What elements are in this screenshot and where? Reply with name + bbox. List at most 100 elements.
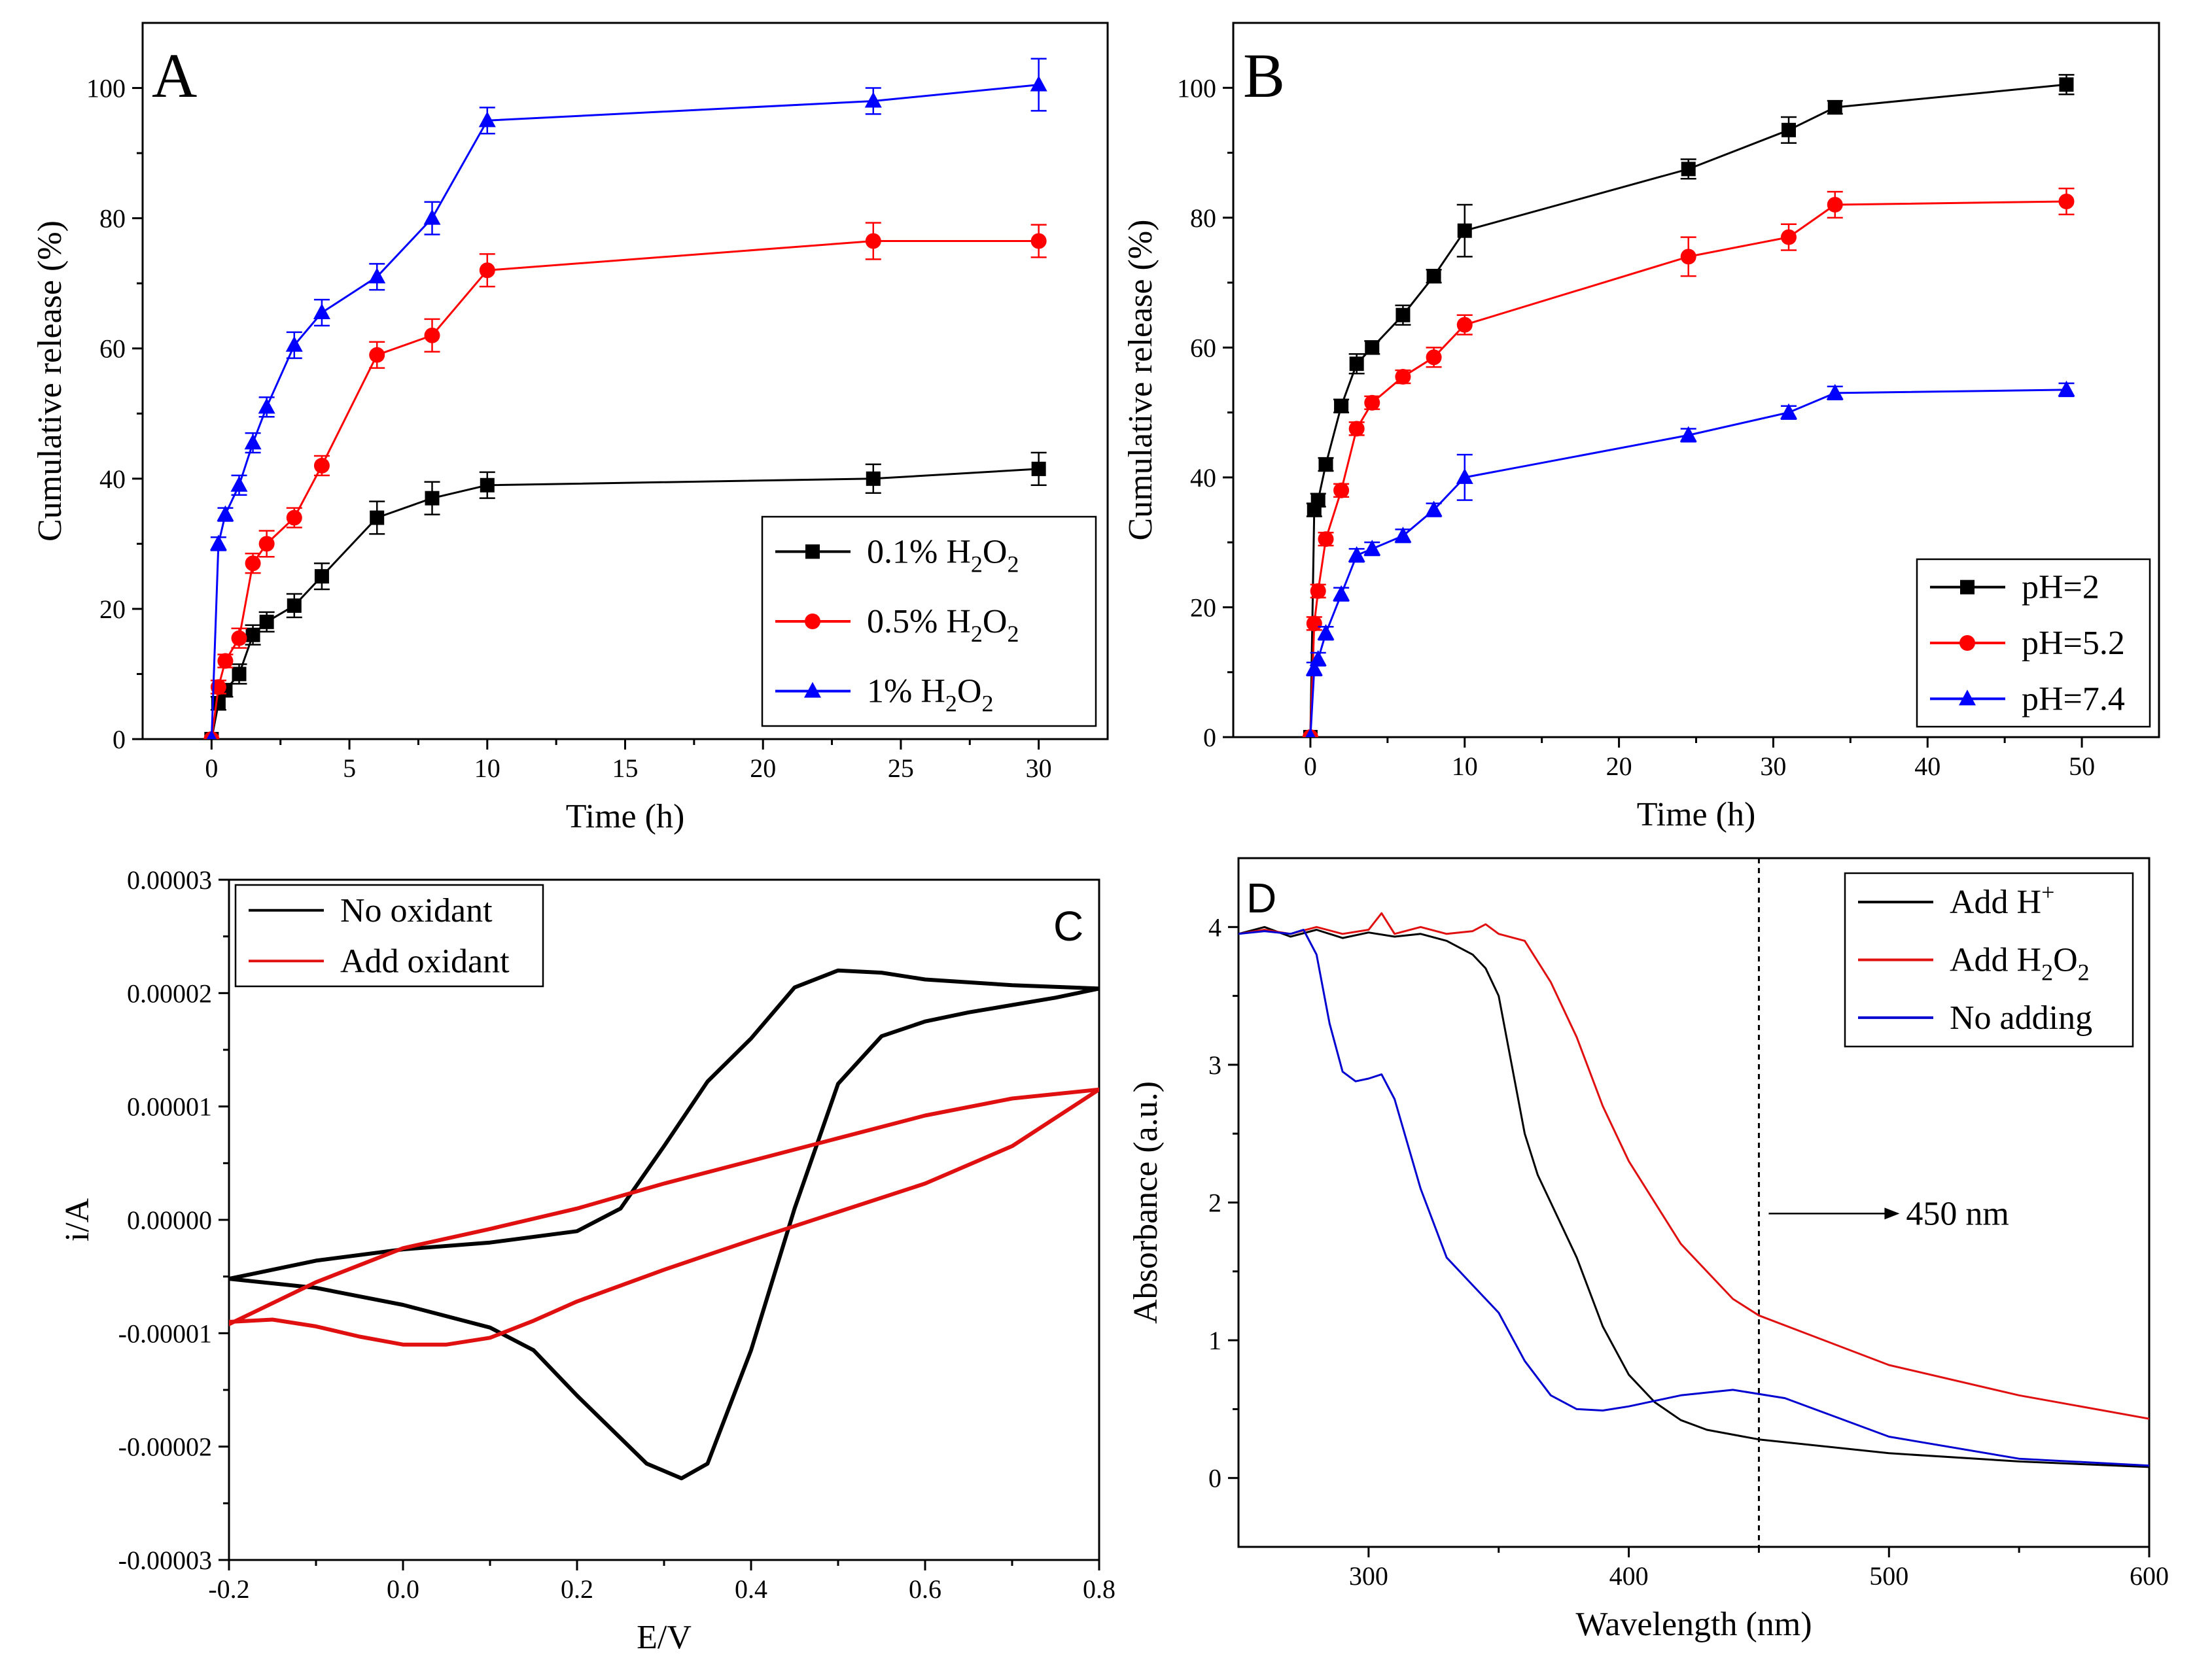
data-point-B-2: [1826, 383, 1844, 400]
panel-C: -0.2 0.0 0.2 0.4 0.6 0.8 -0.00003 -0.00002 -0.00…: [59, 865, 1115, 1656]
legend-B: pH=2 pH=5.2 pH=7.4: [1916, 558, 2151, 728]
x-tick-label-B: 10: [1452, 752, 1478, 781]
y-tick-label-B: 0: [1203, 723, 1216, 752]
data-point-B-1: [1306, 615, 1322, 632]
x-tick-label-D: 300: [1349, 1561, 1388, 1591]
y-tick-label-A: 80: [99, 204, 126, 234]
data-point-B-1: [1333, 482, 1350, 498]
data-point-B-2: [1780, 403, 1797, 419]
y-axis-label-B: Cumulative release (%): [1122, 220, 1159, 541]
data-point-A-1: [1030, 233, 1047, 249]
legend-label-A-0: 0.1% H2O2: [867, 533, 1019, 577]
data-point-A-2: [368, 268, 386, 284]
y-tick-label-C: -0.00001: [118, 1319, 212, 1348]
x-tick-label-B: 30: [1760, 752, 1786, 781]
data-point-B-0: [1334, 398, 1349, 413]
data-point-B-1: [1426, 349, 1442, 366]
data-point-A-1: [424, 327, 440, 343]
data-point-B-1: [1680, 249, 1696, 265]
data-point-B-2: [1348, 546, 1365, 563]
data-point-A-2: [217, 505, 234, 521]
series-B-2: [1305, 380, 2075, 737]
series-C-1: [229, 1087, 1099, 1347]
data-point-B-1: [1781, 229, 1797, 245]
y-tick-label-A: 100: [86, 74, 126, 103]
data-point-B-2: [1309, 649, 1327, 666]
data-point-B-0: [1349, 356, 1364, 372]
data-point-A-1: [231, 630, 247, 646]
x-tick-label-C: 0.4: [735, 1574, 767, 1604]
y-tick-label-C: 0.00003: [127, 865, 212, 895]
data-point-B-1: [1348, 421, 1365, 437]
data-point-A-0: [259, 614, 274, 629]
data-point-B-0: [1426, 269, 1441, 284]
x-tick-label-D: 500: [1869, 1561, 1908, 1591]
data-point-B-1: [1456, 317, 1473, 333]
y-tick-label-C: -0.00002: [118, 1432, 212, 1462]
annotation-label-450: 450 nm: [1906, 1195, 2009, 1232]
data-point-A-0: [425, 491, 440, 506]
data-point-A-2: [230, 476, 248, 492]
legend-marker-A-1: [805, 614, 820, 629]
y-tick-label-B: 80: [1190, 203, 1216, 233]
data-point-A-0: [866, 471, 881, 486]
y-tick-label-B: 100: [1177, 73, 1216, 103]
series-C-0: [229, 968, 1099, 1481]
panel-letter-A: A: [152, 41, 197, 111]
x-tick-label-A: 5: [343, 753, 356, 783]
data-point-B-0: [1681, 162, 1696, 177]
panel-letter-D: D: [1246, 874, 1276, 922]
y-tick-label-D: 0: [1208, 1464, 1221, 1493]
data-point-A-1: [286, 510, 302, 526]
y-tick-label-D: 3: [1208, 1050, 1221, 1080]
legend-marker-A-2: [804, 682, 821, 698]
x-axis-label-A: Time (h): [566, 798, 685, 835]
legend-label-A-1: 0.5% H2O2: [867, 603, 1019, 647]
data-point-B-2: [1305, 728, 1316, 737]
data-point-B-2: [1317, 624, 1335, 640]
series-A-2: [206, 58, 1047, 739]
x-tick-label-C: -0.2: [208, 1574, 249, 1604]
y-tick-label-A: 40: [99, 464, 126, 494]
data-point-A-1: [245, 555, 261, 572]
data-point-A-2: [206, 730, 217, 739]
y-tick-label-C: 0.00002: [127, 978, 212, 1008]
legend-label-B-0: pH=2: [2022, 569, 2099, 606]
data-point-A-1: [479, 262, 495, 279]
legend-A: 0.1% H2O2 0.5% H2O2 1% H2O2: [761, 515, 1097, 727]
data-point-A-2: [313, 303, 330, 319]
series-line-D-0: [1238, 926, 2149, 1468]
y-tick-label-D: 1: [1208, 1326, 1221, 1355]
data-point-A-2: [478, 111, 496, 128]
legend-marker-B-1: [1959, 635, 1975, 651]
data-point-A-0: [245, 627, 260, 642]
data-point-B-0: [1396, 307, 1411, 322]
panel-A: 0 5 10 15 20 25 30 0 20 40 60 80 100 Time (h) Cumulati…: [31, 22, 1109, 835]
y-axis-label-A: Cumulative release (%): [31, 220, 69, 542]
series-D-2: [1238, 929, 2149, 1467]
x-axis-label-D: Wavelength (nm): [1575, 1606, 1812, 1643]
x-tick-label-C: 0.6: [909, 1574, 941, 1604]
data-point-B-0: [1310, 493, 1325, 508]
series-D-1: [1238, 912, 2149, 1420]
y-tick-label-B: 20: [1190, 593, 1216, 622]
data-point-A-2: [285, 336, 303, 352]
data-point-B-2: [1363, 540, 1381, 556]
data-point-A-1: [369, 347, 385, 363]
data-point-B-2: [1456, 468, 1473, 484]
legend-label-D-1: Add H2O2: [1950, 942, 2090, 986]
data-point-A-2: [258, 398, 275, 414]
annotation-arrow-head: [1884, 1207, 1900, 1220]
x-tick-label-A: 30: [1026, 753, 1052, 783]
x-tick-label-B: 50: [2069, 752, 2095, 781]
x-tick-label-D: 400: [1609, 1561, 1649, 1591]
x-tick-label-D: 600: [2130, 1561, 2169, 1591]
data-point-B-2: [1425, 500, 1443, 517]
x-tick-label-C: 0.8: [1083, 1574, 1115, 1604]
data-point-B-1: [1310, 583, 1326, 599]
x-tick-label-C: 0.0: [387, 1574, 419, 1604]
data-point-B-2: [1394, 527, 1412, 543]
y-tick-label-C: 0.00000: [127, 1205, 212, 1235]
x-tick-label-A: 15: [612, 753, 639, 783]
data-point-B-2: [2058, 380, 2075, 396]
